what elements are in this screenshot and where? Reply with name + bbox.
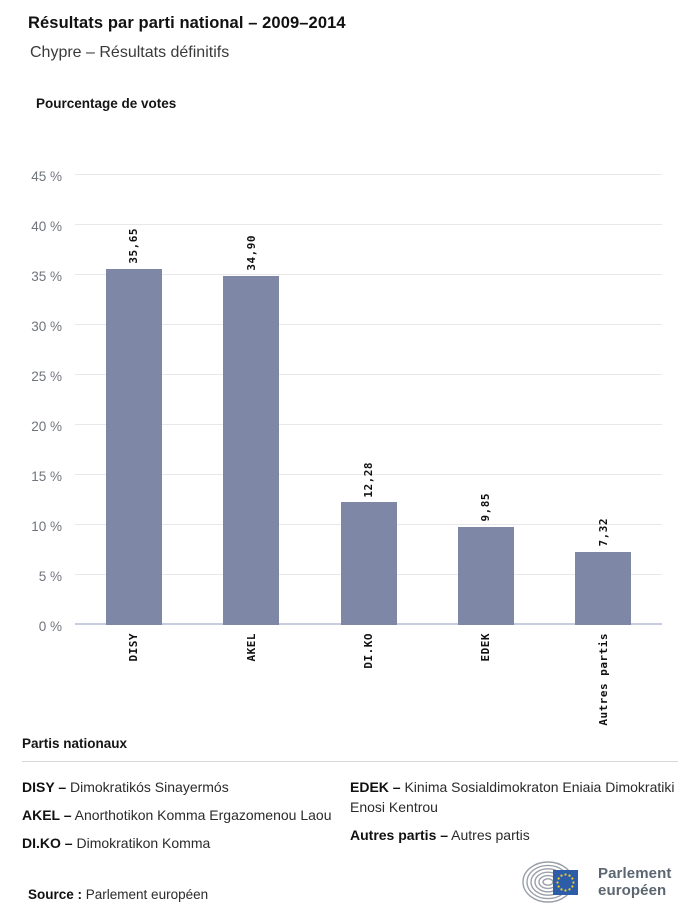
legend-column-1: DISY – Dimokratikós Sinayermós AKEL – Ano… [22, 778, 350, 862]
gridline-45 [75, 174, 662, 175]
bar-value-wrap-DISY: 35,65 [75, 228, 192, 264]
bar-column-AKEL: 34,90 [192, 160, 309, 625]
page-title: Résultats par parti national – 2009–2014 [28, 14, 346, 32]
y-tick-label-15: 15 % [31, 469, 62, 484]
bar-value-label-DI.KO: 12,28 [362, 461, 376, 498]
party-full-name: Kinima Sosialdimokraton Eniaia Dimokrati… [350, 779, 675, 815]
gridline-15 [75, 474, 662, 475]
bar-value-label-DISY: 35,65 [127, 227, 141, 264]
party-abbr: DI.KO – [22, 834, 73, 851]
logo-wordmark: Parlement européen [598, 865, 671, 900]
gridline-40 [75, 224, 662, 225]
legend-entry: AKEL – Anorthotikon Komma Ergazomenou La… [22, 806, 336, 826]
legend-columns: DISY – Dimokratikós Sinayermós AKEL – Ano… [22, 778, 678, 862]
x-label-AKEL: AKEL [244, 633, 258, 662]
y-tick-label-0: 0 % [38, 619, 62, 634]
party-abbr: DISY – [22, 779, 67, 795]
party-full-name: Anorthotikon Komma Ergazomenou Laou [71, 806, 332, 823]
legend-divider [22, 761, 678, 762]
page-subtitle: Chypre – Résultats définitifs [30, 44, 230, 61]
bar-value-wrap-Autres partis: 7,32 [545, 518, 662, 547]
bar-value-wrap-AKEL: 34,90 [192, 235, 309, 271]
bar-chart: 0 % 5 % 10 % 15 % 20 % 25 % 30 % 35 % 40 % 45 % 3… [31, 160, 662, 726]
legend-entry: DISY – Dimokratikós Sinayermós [22, 778, 336, 798]
bar-value-wrap-EDEK: 9,85 [427, 493, 544, 522]
y-tick-label-30: 30 % [31, 319, 62, 334]
source-line: Source : Parlement européen [28, 887, 208, 902]
party-full-name: Dimokratikon Komma [72, 834, 211, 851]
legend-column-2: EDEK – Kinima Sosialdimokraton Eniaia Di… [350, 778, 678, 862]
y-tick-label-20: 20 % [31, 419, 62, 434]
bar-value-wrap-DI.KO: 12,28 [310, 462, 427, 498]
x-label-EDEK: EDEK [479, 633, 493, 662]
y-tick-label-5: 5 % [38, 569, 62, 584]
x-label-cell-DISY: DISY [75, 625, 192, 720]
bar-Autres partis [575, 551, 632, 625]
source-label: Source : [28, 887, 83, 902]
logo-line2: européen [598, 882, 667, 899]
x-label-cell-EDEK: EDEK [427, 625, 544, 720]
bar-column-DISY: 35,65 [75, 160, 192, 625]
hemicycle-flag-icon [522, 861, 578, 903]
y-tick-label-25: 25 % [31, 369, 62, 384]
y-axis-title: Pourcentage de votes [36, 96, 177, 111]
y-tick-label-10: 10 % [31, 519, 62, 534]
y-tick-label-40: 40 % [31, 219, 62, 234]
x-label-Autres partis: Autres partis [596, 633, 610, 726]
bar-DI.KO [340, 502, 397, 625]
bar-column-DI.KO: 12,28 [310, 160, 427, 625]
legend-heading: Partis nationaux [22, 736, 128, 751]
legend-entry: Autres partis – Autres partis [350, 826, 678, 846]
bars-row: 35,65 34,90 12,28 9,85 7,32 [75, 160, 662, 625]
source-value: Parlement européen [85, 887, 209, 902]
x-label-cell-AKEL: AKEL [192, 625, 309, 720]
bar-DISY [105, 268, 162, 625]
gridline-30 [75, 324, 662, 325]
bar-column-Autres partis: 7,32 [545, 160, 662, 625]
bar-column-EDEK: 9,85 [427, 160, 544, 625]
party-abbr: AKEL – [22, 806, 72, 823]
eu-flag-stars [556, 873, 575, 892]
x-axis-labels: DISY AKEL DI.KO EDEK Autres partis [75, 625, 662, 726]
x-label-DI.KO: DI.KO [362, 633, 376, 669]
bar-EDEK [457, 526, 514, 625]
party-abbr: Autres partis – [350, 826, 449, 843]
gridline-35 [75, 274, 662, 275]
bar-AKEL [223, 276, 280, 625]
legend-entry: EDEK – Kinima Sosialdimokraton Eniaia Di… [350, 778, 678, 818]
x-label-DISY: DISY [127, 633, 141, 662]
party-legend: Partis nationaux DISY – Dimokratikós Sin… [22, 736, 678, 862]
bar-value-label-Autres partis: 7,32 [596, 518, 610, 547]
party-full-name: Autres partis [448, 826, 530, 843]
gridline-25 [75, 374, 662, 375]
logo-line1: Parlement [598, 864, 672, 882]
european-parliament-logo: Parlement européen [520, 856, 690, 908]
x-label-cell-Autres partis: Autres partis [545, 625, 662, 726]
party-full-name: Dimokratikós Sinayermós [66, 779, 229, 795]
y-tick-label-45: 45 % [31, 169, 62, 184]
legend-entry: DI.KO – Dimokratikon Komma [22, 834, 336, 854]
bar-value-label-AKEL: 34,90 [244, 235, 258, 271]
x-label-cell-DI.KO: DI.KO [310, 625, 427, 720]
party-abbr: EDEK – [350, 779, 401, 795]
bar-value-label-EDEK: 9,85 [479, 493, 493, 522]
gridline-20 [75, 424, 662, 425]
y-tick-label-35: 35 % [31, 269, 62, 284]
